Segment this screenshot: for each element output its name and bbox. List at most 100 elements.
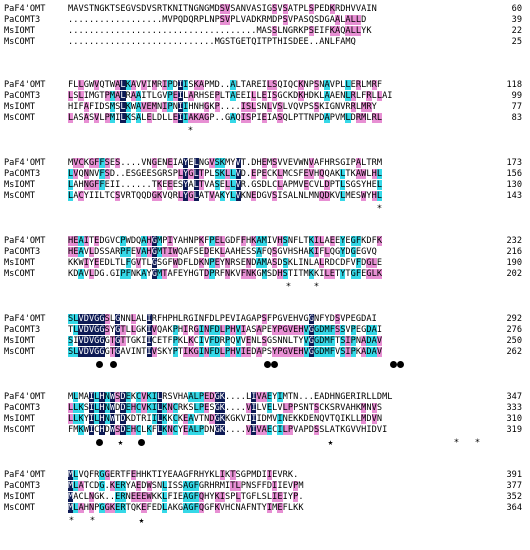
- residue: R: [350, 91, 356, 101]
- residue: L: [345, 113, 351, 123]
- residue: L: [345, 91, 351, 101]
- residue: .: [141, 37, 147, 47]
- alignment-row: PaF4'OMT MVCKGFFSES....VNGENEIAYELNGVSKMY…: [0, 158, 530, 169]
- residue: L: [235, 15, 241, 25]
- residue: A: [371, 336, 377, 346]
- residue: G: [308, 325, 315, 335]
- residue: G: [104, 347, 110, 357]
- residue: .: [162, 37, 168, 47]
- residue: G: [282, 347, 288, 357]
- residue: .: [68, 15, 74, 25]
- residue: D: [120, 425, 126, 435]
- residue: L: [355, 414, 362, 424]
- residue: Q: [329, 247, 335, 257]
- residue: E: [361, 269, 367, 279]
- residue: E: [130, 247, 137, 257]
- residue: N: [104, 403, 110, 413]
- residue: L: [120, 113, 126, 123]
- residue: W: [83, 425, 89, 435]
- sequence-position: 118: [506, 80, 522, 90]
- residue: F: [345, 258, 351, 268]
- residue: S: [340, 347, 346, 357]
- residue: E: [235, 91, 241, 101]
- residue: I: [319, 269, 325, 279]
- sequence-position: 156: [506, 169, 522, 179]
- sequence-name: PaF4'OMT: [4, 392, 46, 402]
- residue: K: [167, 325, 173, 335]
- residue: K: [324, 403, 330, 413]
- residue: .: [219, 102, 226, 112]
- residue: P: [167, 314, 173, 324]
- residue: D: [319, 336, 325, 346]
- residue: .: [183, 37, 189, 47]
- residue: A: [319, 392, 325, 402]
- residue: P: [209, 113, 215, 123]
- residue: S: [219, 15, 226, 25]
- residue: G: [104, 503, 110, 513]
- residue: I: [88, 403, 95, 413]
- residue: F: [68, 425, 74, 435]
- residue: H: [329, 392, 335, 402]
- residue: H: [99, 403, 105, 413]
- residue: D: [256, 191, 262, 201]
- residue: Y: [209, 492, 215, 502]
- residue: M: [156, 269, 163, 279]
- residue: K: [209, 470, 215, 480]
- residue: H: [172, 314, 178, 324]
- residue: E: [141, 492, 147, 502]
- residue: F: [88, 470, 95, 480]
- residue: L: [235, 492, 241, 502]
- residue: K: [345, 414, 351, 424]
- residue: L: [183, 336, 189, 346]
- residue: Q: [293, 102, 299, 112]
- residue: .: [156, 26, 163, 36]
- residue: F: [167, 258, 173, 268]
- residue: A: [73, 180, 79, 190]
- residue: P: [261, 347, 267, 357]
- sequence-residues: FLLGWVQTWALKAVVIMRIPDIISKAPMD..ALTAREILS…: [68, 80, 382, 91]
- residue: E: [303, 180, 309, 190]
- residue: .: [214, 113, 220, 123]
- residue: R: [240, 180, 246, 190]
- residue: L: [83, 492, 89, 502]
- residue: K: [272, 169, 278, 179]
- residue: K: [251, 269, 257, 279]
- residue: G: [204, 4, 210, 14]
- residue: G: [151, 269, 157, 279]
- residue: V: [83, 269, 89, 279]
- residue: E: [125, 403, 131, 413]
- sequence-name: MsIOMT: [4, 26, 36, 36]
- residue: H: [68, 236, 74, 246]
- residue: V: [235, 191, 241, 201]
- residue: Y: [183, 180, 189, 190]
- residue: V: [256, 425, 262, 435]
- residue: A: [183, 247, 189, 257]
- residue: A: [251, 4, 257, 14]
- alignment-row: MsIOMT MACLNGK..ERNEEEWKKLFIEAGFQHYKISPLT…: [0, 492, 530, 503]
- sequence-position: 347: [506, 392, 522, 402]
- residue: D: [94, 481, 100, 491]
- residue: V: [73, 158, 79, 168]
- residue: D: [324, 191, 330, 201]
- residue: R: [193, 91, 199, 101]
- residue: L: [78, 91, 84, 101]
- residue: K: [125, 80, 131, 90]
- residue: H: [277, 269, 283, 279]
- residue: C: [287, 169, 294, 179]
- residue: H: [198, 470, 205, 480]
- residue: S: [245, 102, 252, 112]
- residue: F: [355, 258, 362, 268]
- alignment-row: PaCOMT3 LLKSILHNWDDEHCVKILKNCRKSLPESGK...…: [0, 403, 530, 414]
- residue: .: [177, 26, 184, 36]
- residue: D: [141, 4, 147, 14]
- residue: T: [177, 347, 184, 357]
- residue: R: [115, 247, 121, 257]
- residue: N: [308, 113, 315, 123]
- residue: F: [156, 314, 163, 324]
- residue: L: [188, 258, 194, 268]
- alignment-row: PaCOMT3 LVQNNVFSD..ESGEESGRSPLYGLTPLSKLLV…: [0, 169, 530, 180]
- residue: H: [68, 102, 74, 112]
- residue: F: [355, 269, 362, 279]
- residue: K: [293, 503, 299, 513]
- residue: N: [334, 102, 341, 112]
